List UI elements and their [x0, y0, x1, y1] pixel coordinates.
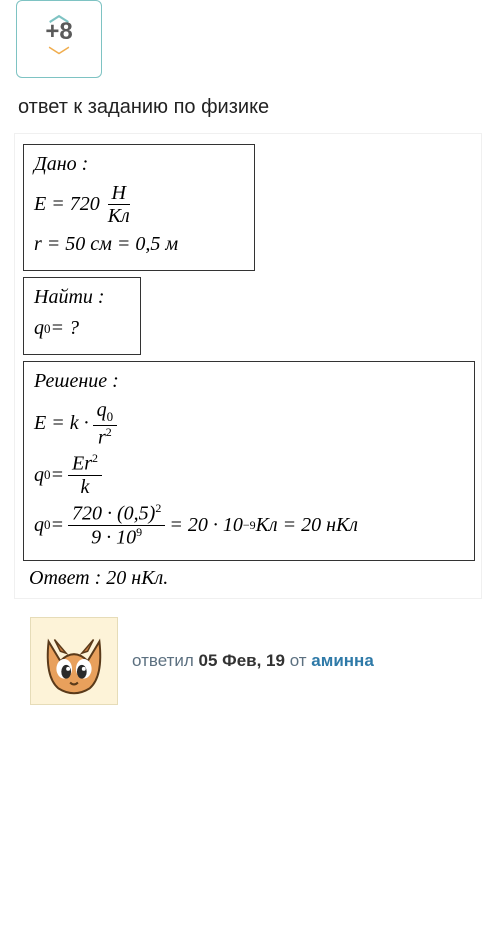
from-label: от: [290, 651, 307, 670]
eq3-den-a: 9 · 10: [91, 526, 136, 548]
cat-icon: [31, 618, 117, 704]
eq2-num: Er: [72, 453, 92, 475]
solution-header: Решение :: [34, 368, 464, 395]
eq3-tail-b: Кл = 20 нКл: [256, 512, 358, 539]
vote-score: +8: [17, 19, 101, 45]
find-header: Найти :: [34, 284, 130, 311]
frac-den: r2: [94, 426, 116, 449]
eq2-q: q: [34, 462, 44, 489]
eq1-left: E = k ·: [34, 410, 89, 437]
final-answer: Ответ : 20 нКл.: [23, 567, 473, 590]
frac-den: 9 · 109: [87, 526, 146, 549]
frac-den: Кл: [104, 205, 134, 227]
eq1-den-sup: 2: [106, 425, 112, 439]
given-E-left: E = 720: [34, 191, 100, 218]
eq1-num-q: q: [97, 399, 107, 421]
find-block: Найти : q0 = ?: [23, 277, 141, 355]
find-eq: q0 = ?: [34, 315, 130, 342]
eq3-frac: 720 · (0,5)2 9 · 109: [68, 502, 165, 548]
sol-eq1: E = k · q0 r2: [34, 399, 464, 448]
solution-block: Решение : E = k · q0 r2 q0 = Er2 k q0 = …: [23, 361, 475, 561]
find-tail: = ?: [51, 315, 80, 342]
eq2-frac: Er2 k: [68, 452, 102, 498]
eq3-num-sup: 2: [155, 501, 161, 515]
eq2-num-sup: 2: [92, 451, 98, 465]
eq3-tail-a: = 20 · 10: [169, 512, 243, 539]
eq3-num-a: 720 · (0,5): [72, 503, 155, 525]
eq3-tail-sup: −9: [243, 517, 256, 533]
answer-date-strong: 05 Фев, 19: [199, 651, 285, 670]
eq1-frac: q0 r2: [93, 399, 118, 448]
sol-eq3: q0 = 720 · (0,5)2 9 · 109 = 20 · 10−9 Кл…: [34, 502, 464, 548]
eq1-num-sub: 0: [107, 409, 114, 424]
vote-box: ︿ +8 ﹀: [16, 0, 102, 78]
eq3-eq-sign: =: [51, 512, 65, 539]
avatar[interactable]: [30, 617, 118, 705]
solution-image: Дано : E = 720 Н Кл r = 50 см = 0,5 м На…: [14, 133, 482, 599]
find-q: q: [34, 315, 44, 342]
eq3-den-sup: 9: [136, 525, 142, 539]
frac-den: k: [77, 476, 94, 498]
answer-title: ответ к заданию по физике: [0, 90, 500, 133]
frac-num: 720 · (0,5)2: [68, 502, 165, 526]
given-eq-r: r = 50 см = 0,5 м: [34, 231, 244, 258]
eq2-eq-sign: =: [51, 462, 65, 489]
author-link[interactable]: аминна: [311, 651, 373, 670]
downvote-button[interactable]: ﹀: [17, 47, 101, 69]
given-block: Дано : E = 720 Н Кл r = 50 см = 0,5 м: [23, 144, 255, 271]
frac-num: Н: [108, 182, 130, 205]
given-header: Дано :: [34, 151, 244, 178]
answer-date: 05 Фев, 19: [199, 651, 285, 670]
frac-num: Er2: [68, 452, 102, 476]
meta-text: ответил 05 Фев, 19 от аминна: [132, 651, 374, 671]
eq3-q: q: [34, 512, 44, 539]
sol-eq2: q0 = Er2 k: [34, 452, 464, 498]
answer-meta: ответил 05 Фев, 19 от аминна: [0, 599, 500, 725]
given-eq-E: E = 720 Н Кл: [34, 182, 244, 227]
frac-num: q0: [93, 399, 118, 425]
eq1-den-r: r: [98, 426, 106, 448]
given-E-frac: Н Кл: [104, 182, 134, 227]
answered-label: ответил: [132, 651, 194, 670]
